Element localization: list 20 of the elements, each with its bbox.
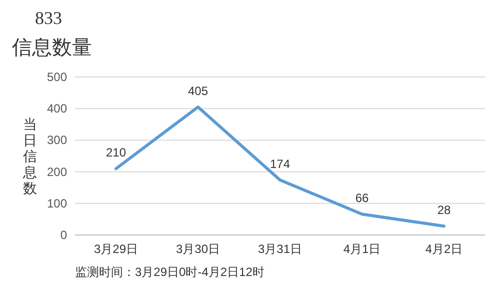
y-tick-label: 100 bbox=[46, 196, 68, 210]
x-tick-label: 4月2日 bbox=[425, 242, 463, 256]
x-tick-label: 4月1日 bbox=[343, 242, 381, 256]
data-label: 28 bbox=[437, 203, 451, 218]
data-label: 210 bbox=[106, 146, 126, 160]
y-tick-label: 200 bbox=[46, 164, 68, 179]
x-tick-label: 3月31日 bbox=[258, 242, 302, 256]
data-label: 66 bbox=[355, 191, 369, 206]
chart-subtitle: 信息数量 bbox=[12, 37, 92, 59]
data-label: 174 bbox=[270, 157, 290, 172]
y-axis-title: 当日信息数 bbox=[22, 116, 37, 196]
y-tick-label: 400 bbox=[46, 102, 68, 116]
x-tick-label: 3月29日 bbox=[94, 242, 138, 256]
data-label: 405 bbox=[188, 84, 208, 98]
y-tick-label: 300 bbox=[46, 133, 68, 148]
chart-title: 833 bbox=[35, 8, 62, 28]
y-tick-label: 500 bbox=[46, 70, 68, 84]
x-tick-label: 3月30日 bbox=[176, 242, 220, 256]
text: 监测时间：3月29日0时-4月2日12时 bbox=[75, 265, 264, 279]
y-tick-label: 0 bbox=[60, 228, 68, 242]
